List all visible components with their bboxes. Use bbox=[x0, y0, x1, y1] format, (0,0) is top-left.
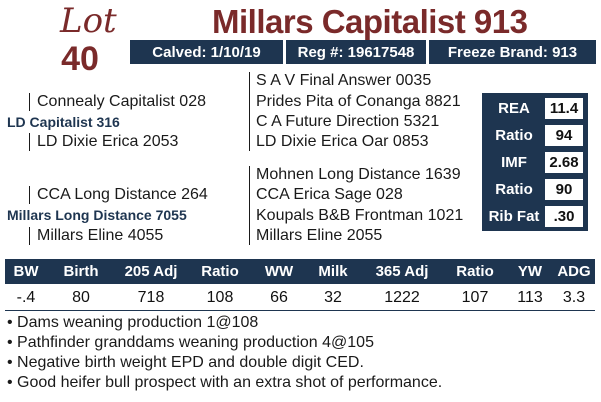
carcass-value: 2.68 bbox=[545, 152, 583, 173]
pedigree-dam-sire-sire: Mohnen Long Distance 1639 bbox=[256, 166, 461, 183]
carcass-row-rib-fat: Rib Fat .30 bbox=[482, 206, 588, 227]
carcass-value: .30 bbox=[545, 206, 583, 227]
pedigree-bracket bbox=[29, 227, 30, 245]
bull-name: Millars Capitalist 913 bbox=[212, 3, 528, 40]
pedigree-bracket bbox=[29, 93, 30, 111]
pedigree-sire: LD Capitalist 316 bbox=[7, 114, 120, 130]
pedigree-dam-dam: Millars Eline 4055 bbox=[37, 227, 164, 244]
header-ww: WW bbox=[264, 263, 294, 280]
pedigree-sire-dam-sire: C A Future Direction 5321 bbox=[256, 113, 440, 130]
carcass-label: REA bbox=[498, 100, 530, 117]
note-item: • Good heifer bull prospect with an extr… bbox=[7, 374, 443, 391]
note-item: • Dams weaning production 1@108 bbox=[7, 314, 259, 331]
header-365-adj: 365 Adj bbox=[375, 263, 429, 280]
pedigree-dam-dam-sire: Koupals B&B Frontman 1021 bbox=[256, 207, 464, 224]
note-item: • Pathfinder granddams weaning productio… bbox=[7, 334, 374, 351]
pedigree-dam: Millars Long Distance 7055 bbox=[7, 207, 187, 223]
carcass-value: 90 bbox=[545, 179, 583, 200]
carcass-data-box: REA 11.4 Ratio 94 IMF 2.68 Ratio 90 Rib … bbox=[482, 93, 588, 231]
note-item: • Negative birth weight EPD and double d… bbox=[7, 354, 364, 371]
performance-header-row: BW Birth 205 Adj Ratio WW Milk 365 Adj R… bbox=[5, 259, 595, 284]
freeze-brand: Freeze Brand: 913 bbox=[429, 40, 596, 64]
pedigree-bracket bbox=[249, 166, 250, 245]
header-205-adj: 205 Adj bbox=[124, 263, 178, 280]
pedigree-dam-sire: CCA Long Distance 264 bbox=[37, 186, 208, 203]
carcass-value: 94 bbox=[545, 125, 583, 146]
pedigree-sire-dam: LD Dixie Erica 2053 bbox=[37, 133, 179, 150]
value-365-adj: 1222 bbox=[384, 288, 420, 306]
value-bw: -.4 bbox=[16, 288, 36, 306]
info-bar: Calved: 1/10/19 Reg #: 19617548 Freeze B… bbox=[130, 40, 596, 64]
registration-number: Reg #: 19617548 bbox=[286, 40, 426, 64]
pedigree-sire-sire: Connealy Capitalist 028 bbox=[37, 93, 206, 110]
pedigree-sire-sire-dam: Prides Pita of Conanga 8821 bbox=[256, 93, 461, 110]
value-adg: 3.3 bbox=[562, 288, 586, 306]
value-birth: 80 bbox=[72, 288, 90, 306]
carcass-row-imf-ratio: Ratio 90 bbox=[482, 179, 588, 200]
calved-date: Calved: 1/10/19 bbox=[130, 40, 283, 64]
carcass-label: Ratio bbox=[495, 181, 533, 198]
pedigree-bracket bbox=[29, 186, 30, 204]
carcass-label: IMF bbox=[501, 154, 527, 171]
header-milk: Milk bbox=[318, 263, 348, 280]
lot-number: 40 bbox=[61, 40, 99, 78]
carcass-row-rea-ratio: Ratio 94 bbox=[482, 125, 588, 146]
value-ww: 66 bbox=[270, 288, 288, 306]
pedigree-sire-sire-sire: S A V Final Answer 0035 bbox=[256, 72, 432, 89]
pedigree-bracket bbox=[249, 72, 250, 151]
header-bw: BW bbox=[13, 263, 39, 280]
header-adg: ADG bbox=[557, 263, 591, 280]
pedigree-dam-dam-dam: Millars Eline 2055 bbox=[256, 227, 383, 244]
value-milk: 32 bbox=[324, 288, 342, 306]
carcass-label: Rib Fat bbox=[488, 208, 540, 225]
header-ratio: Ratio bbox=[201, 263, 239, 280]
performance-value-row: -.4 80 718 108 66 32 1222 107 113 3.3 bbox=[5, 285, 595, 311]
header-yw: YW bbox=[517, 263, 543, 280]
carcass-row-rea: REA 11.4 bbox=[482, 98, 588, 119]
value-ratio-2: 107 bbox=[461, 288, 489, 306]
pedigree-dam-sire-dam: CCA Erica Sage 028 bbox=[256, 186, 403, 203]
header-ratio-2: Ratio bbox=[456, 263, 494, 280]
value-ratio: 108 bbox=[206, 288, 234, 306]
lot-label: Lot bbox=[60, 1, 117, 41]
carcass-row-imf: IMF 2.68 bbox=[482, 152, 588, 173]
value-205-adj: 718 bbox=[137, 288, 165, 306]
pedigree-bracket bbox=[29, 133, 30, 151]
pedigree-sire-dam-dam: LD Dixie Erica Oar 0853 bbox=[256, 133, 429, 150]
carcass-value: 11.4 bbox=[545, 98, 583, 119]
header-birth: Birth bbox=[63, 263, 99, 280]
value-yw: 113 bbox=[517, 288, 543, 306]
carcass-label: Ratio bbox=[495, 127, 533, 144]
